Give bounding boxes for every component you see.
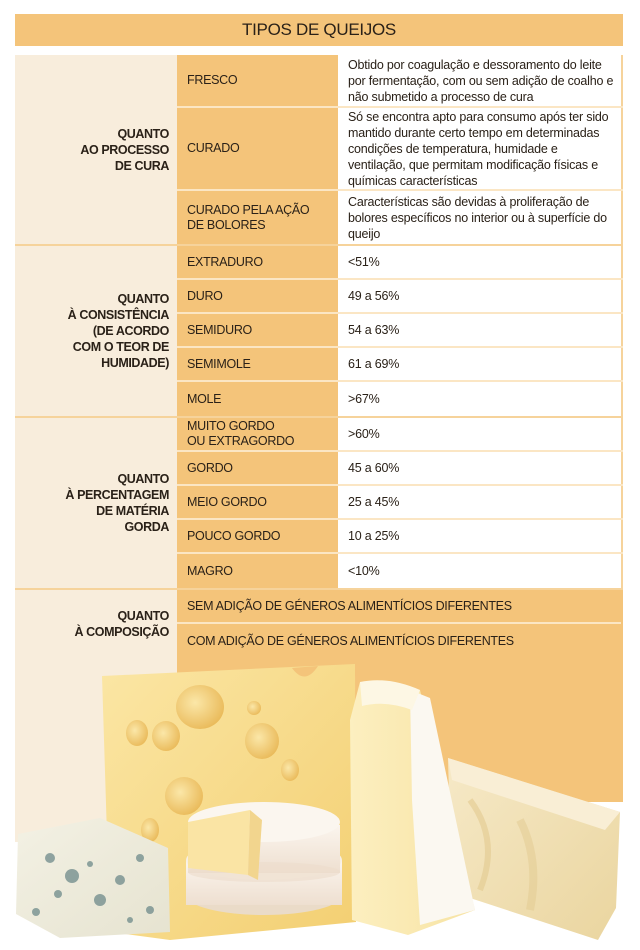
brie-cheese [350, 680, 475, 935]
table-row: DURO 49 a 56% [177, 280, 623, 314]
category-cell: POUCO GORDO [177, 520, 338, 552]
value-cell: Só se encontra apto para consumo após te… [338, 108, 623, 189]
camembert-cheese [186, 802, 342, 915]
blue-cheese [16, 818, 170, 938]
category-cell: GORDO [177, 452, 338, 484]
group-label: QUANTO À CONSISTÊNCIA (DE ACORDO COM O T… [15, 246, 177, 416]
value-cell: 25 a 45% [338, 486, 623, 518]
value-cell: Obtido por coagulação e dessoramento do … [338, 55, 623, 106]
table-row: SEMIDURO 54 a 63% [177, 314, 623, 348]
group-cure-process: QUANTO AO PROCESSO DE CURA FRESCO Obtido… [15, 55, 623, 246]
category-cell: MAGRO [177, 554, 338, 588]
category-cell: SEMIMOLE [177, 348, 338, 380]
group-consistency: QUANTO À CONSISTÊNCIA (DE ACORDO COM O T… [15, 246, 623, 418]
category-cell: MOLE [177, 382, 338, 416]
table-row: CURADO PELA AÇÃO DE BOLORES Característi… [177, 191, 623, 244]
value-cell: 49 a 56% [338, 280, 623, 312]
table-row: SEMIMOLE 61 a 69% [177, 348, 623, 382]
table-row: EXTRADURO <51% [177, 246, 623, 280]
group-label: QUANTO À PERCENTAGEM DE MATÉRIA GORDA [15, 418, 177, 588]
group-composition: QUANTO À COMPOSIÇÃO SEM ADIÇÃO DE GÉNERO… [15, 590, 623, 658]
value-cell: >67% [338, 382, 623, 416]
table-row: MAGRO <10% [177, 554, 623, 588]
table-row: FRESCO Obtido por coagulação e dessorame… [177, 55, 623, 108]
table-row: MUITO GORDO OU EXTRAGORDO >60% [177, 418, 623, 452]
table-row: GORDO 45 a 60% [177, 452, 623, 486]
table-row: MEIO GORDO 25 a 45% [177, 486, 623, 520]
parmesan-cheese [448, 758, 620, 940]
category-cell: CURADO [177, 108, 338, 189]
table-row: MOLE >67% [177, 382, 623, 416]
value-cell: <10% [338, 554, 623, 588]
group-label: QUANTO AO PROCESSO DE CURA [15, 55, 177, 244]
cheese-assortment-image [16, 664, 620, 940]
category-cell: DURO [177, 280, 338, 312]
cheese-types-table: QUANTO AO PROCESSO DE CURA FRESCO Obtido… [15, 55, 623, 658]
value-cell: 10 a 25% [338, 520, 623, 552]
group-fat-content: QUANTO À PERCENTAGEM DE MATÉRIA GORDA MU… [15, 418, 623, 590]
value-cell: >60% [338, 418, 623, 450]
value-cell: Características são devidas à proliferaç… [338, 191, 623, 244]
value-cell: 61 a 69% [338, 348, 623, 380]
group-label: QUANTO À COMPOSIÇÃO [15, 590, 177, 658]
category-cell: MUITO GORDO OU EXTRAGORDO [177, 418, 338, 450]
composition-row: SEM ADIÇÃO DE GÉNEROS ALIMENTÍCIOS DIFER… [177, 590, 621, 624]
composition-row: COM ADIÇÃO DE GÉNEROS ALIMENTÍCIOS DIFER… [177, 624, 621, 658]
value-cell: 54 a 63% [338, 314, 623, 346]
category-cell: MEIO GORDO [177, 486, 338, 518]
page-title: TIPOS DE QUEIJOS [15, 14, 623, 46]
value-cell: 45 a 60% [338, 452, 623, 484]
table-row: CURADO Só se encontra apto para consumo … [177, 108, 623, 191]
category-cell: CURADO PELA AÇÃO DE BOLORES [177, 191, 338, 244]
category-cell: EXTRADURO [177, 246, 338, 278]
value-cell: <51% [338, 246, 623, 278]
category-cell: FRESCO [177, 55, 338, 106]
category-cell: SEMIDURO [177, 314, 338, 346]
table-row: POUCO GORDO 10 a 25% [177, 520, 623, 554]
